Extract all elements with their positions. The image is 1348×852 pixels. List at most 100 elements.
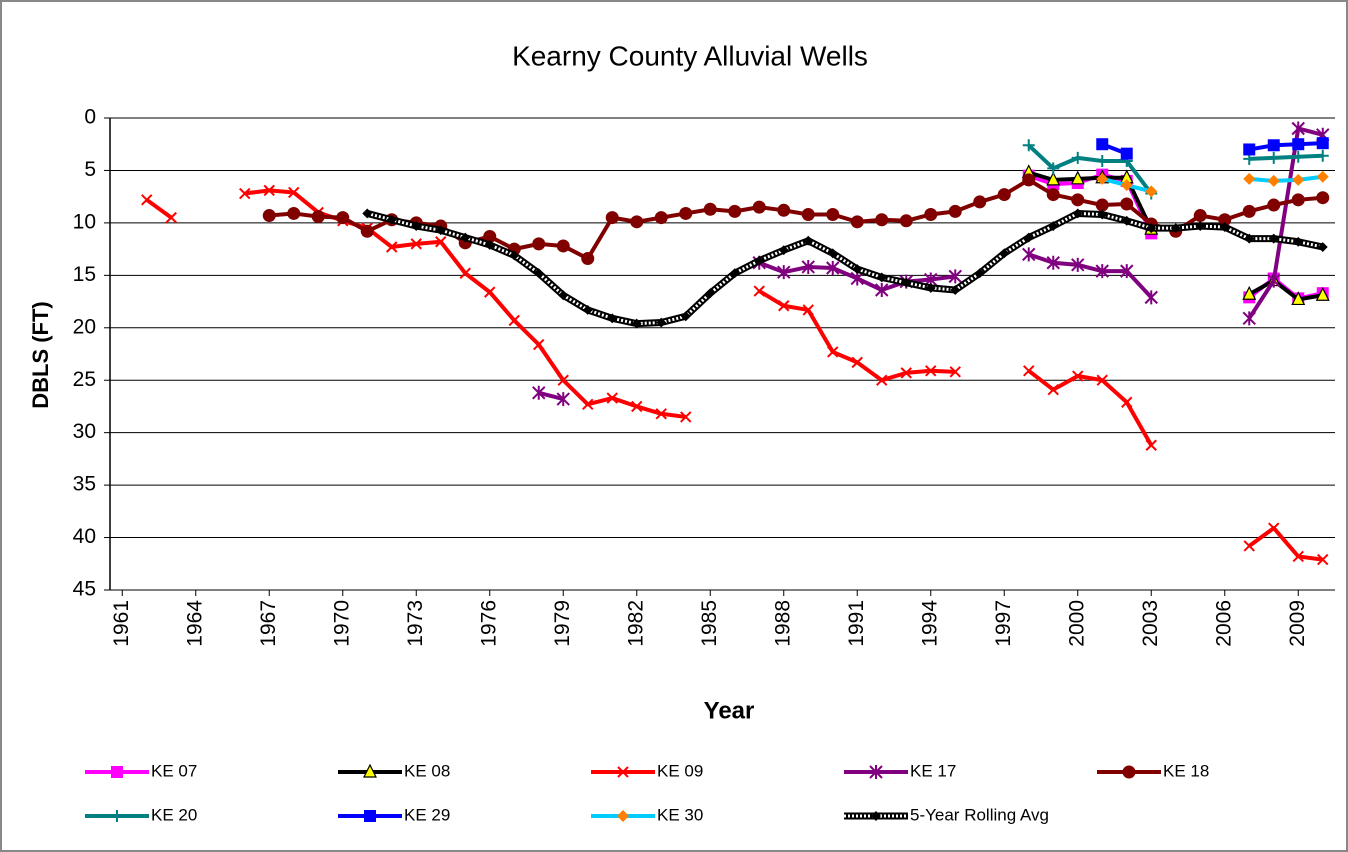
marker bbox=[654, 211, 668, 225]
marker bbox=[924, 207, 938, 221]
marker bbox=[1292, 150, 1305, 163]
marker bbox=[165, 211, 177, 224]
marker bbox=[1293, 236, 1304, 247]
marker bbox=[778, 245, 789, 256]
marker bbox=[1071, 257, 1085, 272]
y-tick-label: 10 bbox=[73, 210, 96, 233]
x-tick-label: 1991 bbox=[845, 600, 868, 647]
marker bbox=[1145, 185, 1158, 198]
legend-marker bbox=[869, 765, 883, 779]
marker bbox=[557, 374, 569, 386]
marker bbox=[1316, 137, 1329, 150]
marker bbox=[850, 215, 864, 229]
marker bbox=[1170, 223, 1181, 234]
marker bbox=[901, 277, 912, 288]
marker bbox=[1291, 291, 1306, 306]
marker bbox=[1219, 222, 1230, 233]
marker bbox=[1121, 396, 1133, 408]
marker bbox=[826, 207, 840, 221]
marker bbox=[558, 290, 569, 301]
marker bbox=[1243, 172, 1256, 185]
marker bbox=[656, 317, 667, 328]
marker bbox=[1242, 311, 1256, 326]
marker bbox=[1242, 204, 1256, 218]
marker bbox=[827, 346, 839, 358]
marker bbox=[239, 187, 251, 200]
marker bbox=[1268, 522, 1280, 534]
legend-item: KE 09 bbox=[591, 761, 703, 780]
marker bbox=[803, 235, 814, 246]
marker bbox=[1243, 540, 1255, 552]
marker bbox=[949, 366, 961, 378]
marker bbox=[262, 209, 276, 223]
series bbox=[1096, 137, 1329, 160]
legend-item: KE 07 bbox=[85, 761, 197, 780]
marker bbox=[1120, 179, 1133, 192]
marker bbox=[753, 285, 765, 297]
x-tick-label: 2003 bbox=[1139, 600, 1162, 647]
legend-label: KE 30 bbox=[657, 805, 703, 824]
marker bbox=[752, 200, 766, 214]
marker bbox=[1244, 233, 1255, 244]
x-tick-label: 1982 bbox=[624, 600, 647, 647]
marker bbox=[336, 211, 350, 225]
legend-marker bbox=[111, 810, 123, 822]
marker bbox=[1218, 213, 1232, 227]
marker bbox=[1144, 290, 1158, 305]
y-tick-label: 20 bbox=[73, 315, 96, 338]
marker bbox=[754, 255, 765, 266]
y-axis-title: DBLS (FT) bbox=[28, 301, 53, 409]
y-tick-label: 40 bbox=[73, 525, 96, 548]
marker bbox=[410, 238, 422, 250]
marker bbox=[875, 283, 889, 298]
chart-title: Kearny County Alluvial Wells bbox=[512, 40, 868, 71]
marker bbox=[311, 210, 325, 224]
marker bbox=[925, 365, 937, 377]
legend-item: KE 29 bbox=[338, 805, 450, 824]
x-tick-label: 1994 bbox=[918, 600, 941, 647]
marker bbox=[1193, 209, 1207, 223]
x-tick-label: 1964 bbox=[183, 600, 206, 647]
x-tick-label: 1976 bbox=[477, 600, 500, 647]
marker bbox=[974, 268, 985, 279]
marker bbox=[851, 356, 863, 369]
legend-item: KE 18 bbox=[1097, 761, 1209, 780]
legend-marker bbox=[364, 810, 376, 822]
marker bbox=[679, 206, 693, 220]
y-tick-label: 25 bbox=[73, 368, 96, 391]
marker bbox=[1292, 173, 1305, 186]
legend-item: KE 08 bbox=[338, 761, 450, 780]
marker bbox=[1292, 550, 1304, 563]
marker bbox=[386, 214, 397, 225]
marker bbox=[999, 248, 1010, 259]
marker bbox=[1096, 138, 1109, 151]
marker bbox=[1316, 149, 1329, 162]
series-line-pattern bbox=[366, 211, 1324, 326]
marker bbox=[948, 204, 962, 218]
marker bbox=[1267, 273, 1281, 288]
x-tick-label: 2000 bbox=[1065, 600, 1088, 647]
marker bbox=[1317, 242, 1328, 252]
marker bbox=[801, 259, 815, 274]
marker bbox=[1047, 383, 1059, 396]
marker bbox=[411, 221, 422, 231]
marker bbox=[1022, 139, 1035, 152]
marker bbox=[778, 300, 790, 312]
marker bbox=[1268, 233, 1279, 244]
x-tick-label: 2006 bbox=[1212, 600, 1235, 647]
marker bbox=[728, 204, 742, 218]
marker bbox=[460, 232, 471, 243]
marker bbox=[1072, 208, 1083, 219]
marker bbox=[875, 213, 889, 227]
marker bbox=[1120, 197, 1134, 211]
y-tick-label: 45 bbox=[73, 578, 96, 601]
series bbox=[362, 208, 1328, 329]
marker bbox=[483, 230, 497, 244]
marker bbox=[777, 203, 791, 217]
marker bbox=[287, 206, 301, 220]
legend-label: KE 18 bbox=[1163, 761, 1209, 780]
marker bbox=[1267, 174, 1280, 187]
marker bbox=[533, 268, 544, 279]
